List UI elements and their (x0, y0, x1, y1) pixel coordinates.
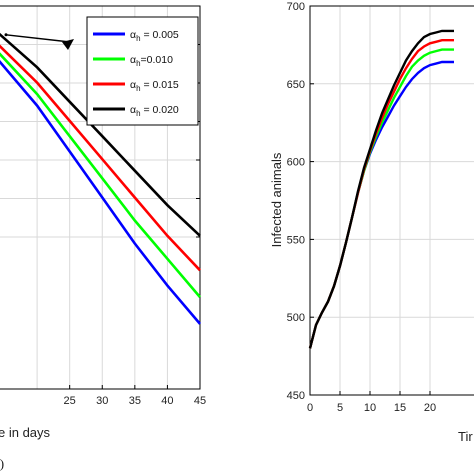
right-series-lines (308, 29, 454, 349)
left-x-tick-label: 30 (96, 395, 108, 407)
right-y-tick-label: 550 (287, 234, 305, 246)
left-series-line-1 (0, 59, 201, 325)
left-x-tick-label: 35 (129, 395, 141, 407)
legend-label-3: αh = 0.015 (130, 79, 179, 93)
left-axes-frame (0, 5, 201, 390)
left-x-tick-label: 45 (194, 395, 206, 407)
left-x-tick-label: 40 (161, 395, 173, 407)
right-x-tick-label: 20 (424, 402, 436, 414)
left-ticks: 25 30 35 40 45 (64, 44, 206, 407)
legend-label-2: αh=0.010 (130, 54, 173, 68)
right-x-tick-label: 15 (394, 402, 406, 414)
right-y-tick-label: 700 (287, 1, 305, 13)
right-y-tick-label: 450 (287, 390, 305, 402)
left-x-axis-label: e in days (0, 425, 51, 440)
right-y-tick-label: 500 (287, 312, 305, 324)
right-x-tick-label: 5 (337, 402, 343, 414)
right-x-tick-label: 0 (307, 402, 313, 414)
right-ticks: 0 5 10 15 20 450 500 550 600 650 700 (287, 1, 436, 414)
legend-label-4: αh = 0.020 (130, 104, 179, 118)
annotation-arrow (4, 33, 74, 50)
left-series-line-4 (0, 32, 201, 237)
right-series-line-1 (308, 60, 454, 349)
left-series-line-2 (0, 52, 201, 298)
arrow-origin (4, 33, 8, 37)
right-y-tick-label: 600 (287, 157, 305, 169)
left-series-lines (0, 32, 201, 325)
left-series-line-3 (0, 44, 201, 272)
right-grid (309, 5, 474, 396)
right-panel: 0 5 10 15 20 450 500 550 600 650 700 Infected anim… (269, 1, 474, 444)
left-x-tick-label: 25 (64, 395, 76, 407)
right-x-tick-label: 10 (364, 402, 376, 414)
right-x-axis-label: Tir (458, 429, 473, 444)
right-y-axis-label: Infected animals (269, 152, 284, 247)
right-y-tick-label: 650 (287, 79, 305, 91)
panel-label: a) (0, 456, 4, 471)
arrow-head (62, 39, 74, 50)
right-axes-frame (309, 5, 474, 396)
right-series-line-4 (308, 29, 454, 349)
right-series-line-3 (308, 39, 454, 349)
left-legend: αh = 0.005 αh=0.010 αh = 0.015 αh = 0.020 (86, 16, 199, 126)
right-series-line-2 (308, 48, 454, 349)
arrow-shaft (5, 34, 71, 43)
legend-label-1: αh = 0.005 (130, 29, 179, 43)
